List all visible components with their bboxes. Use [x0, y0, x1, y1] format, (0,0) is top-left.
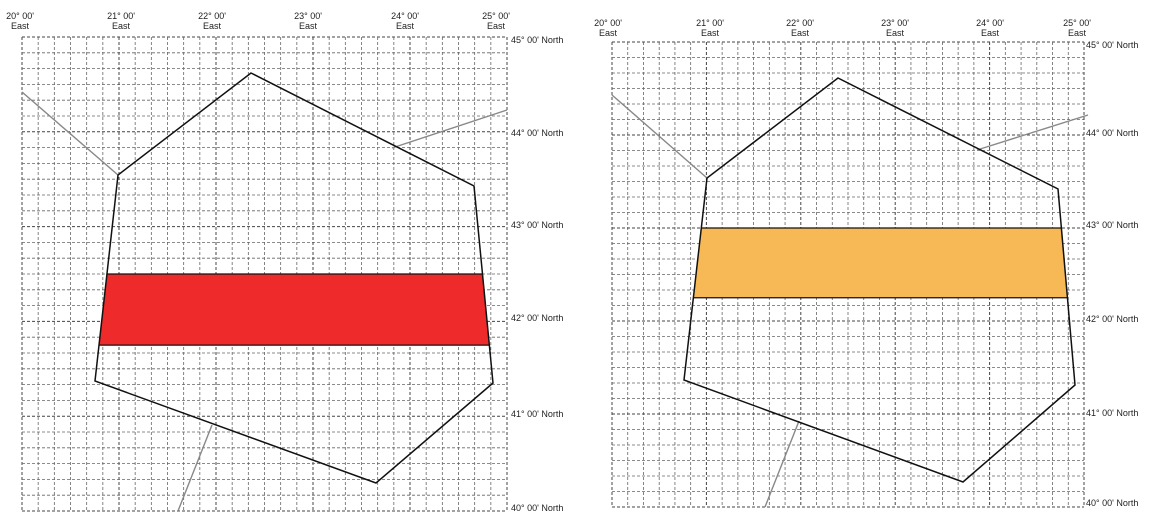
right-label-43n: 43° 00' North: [1086, 220, 1139, 230]
top-label-25e: 25° 00' East: [482, 11, 510, 31]
right-label-44n: 44° 00' North: [1086, 128, 1139, 138]
boundary-line: [21, 91, 119, 176]
right-label-41n: 41° 00' North: [511, 409, 564, 419]
boundary-line: [976, 114, 1089, 151]
right-label-42n: 42° 00' North: [1086, 314, 1139, 324]
boundary-line: [764, 420, 800, 508]
top-label-24e: 24° 00' East: [976, 18, 1004, 38]
right-label-43n: 43° 00' North: [511, 220, 564, 230]
latitude-band: [95, 274, 493, 346]
top-label-25e: 25° 00' East: [1063, 18, 1091, 38]
boundary-line: [177, 424, 213, 512]
top-label-20e: 20° 00' East: [6, 11, 34, 31]
right-label-45n: 45° 00' North: [1086, 40, 1139, 50]
right-label-45n: 45° 00' North: [511, 35, 564, 45]
region-outline: [94, 72, 494, 484]
top-label-24e: 24° 00' East: [391, 11, 419, 31]
right-label-44n: 44° 00' North: [511, 128, 564, 138]
top-label-23e: 23° 00' East: [881, 18, 909, 38]
right-label-40n: 40° 00' North: [1086, 498, 1139, 508]
top-label-21e: 21° 00' East: [107, 11, 135, 31]
boundary-line: [391, 109, 508, 149]
map-canvas-left: [21, 36, 508, 512]
top-label-22e: 22° 00' East: [198, 11, 226, 31]
top-label-20e: 20° 00' East: [594, 18, 622, 38]
map-panel-right: 20° 00' East 21° 00' East 22° 00' East 23° …: [585, 0, 1157, 515]
boundary-line: [611, 94, 708, 179]
right-label-42n: 42° 00' North: [511, 313, 564, 323]
top-label-21e: 21° 00' East: [696, 18, 724, 38]
top-label-23e: 23° 00' East: [294, 11, 322, 31]
map-canvas-right: [611, 41, 1089, 508]
region-outline: [683, 77, 1076, 483]
right-label-40n: 40° 00' North: [511, 503, 564, 513]
latitude-band: [684, 228, 1075, 298]
top-label-22e: 22° 00' East: [786, 18, 814, 38]
map-panel-left: 20° 00' East 21° 00' East 22° 00' East 23° …: [6, 11, 564, 513]
right-label-41n: 41° 00' North: [1086, 408, 1139, 418]
